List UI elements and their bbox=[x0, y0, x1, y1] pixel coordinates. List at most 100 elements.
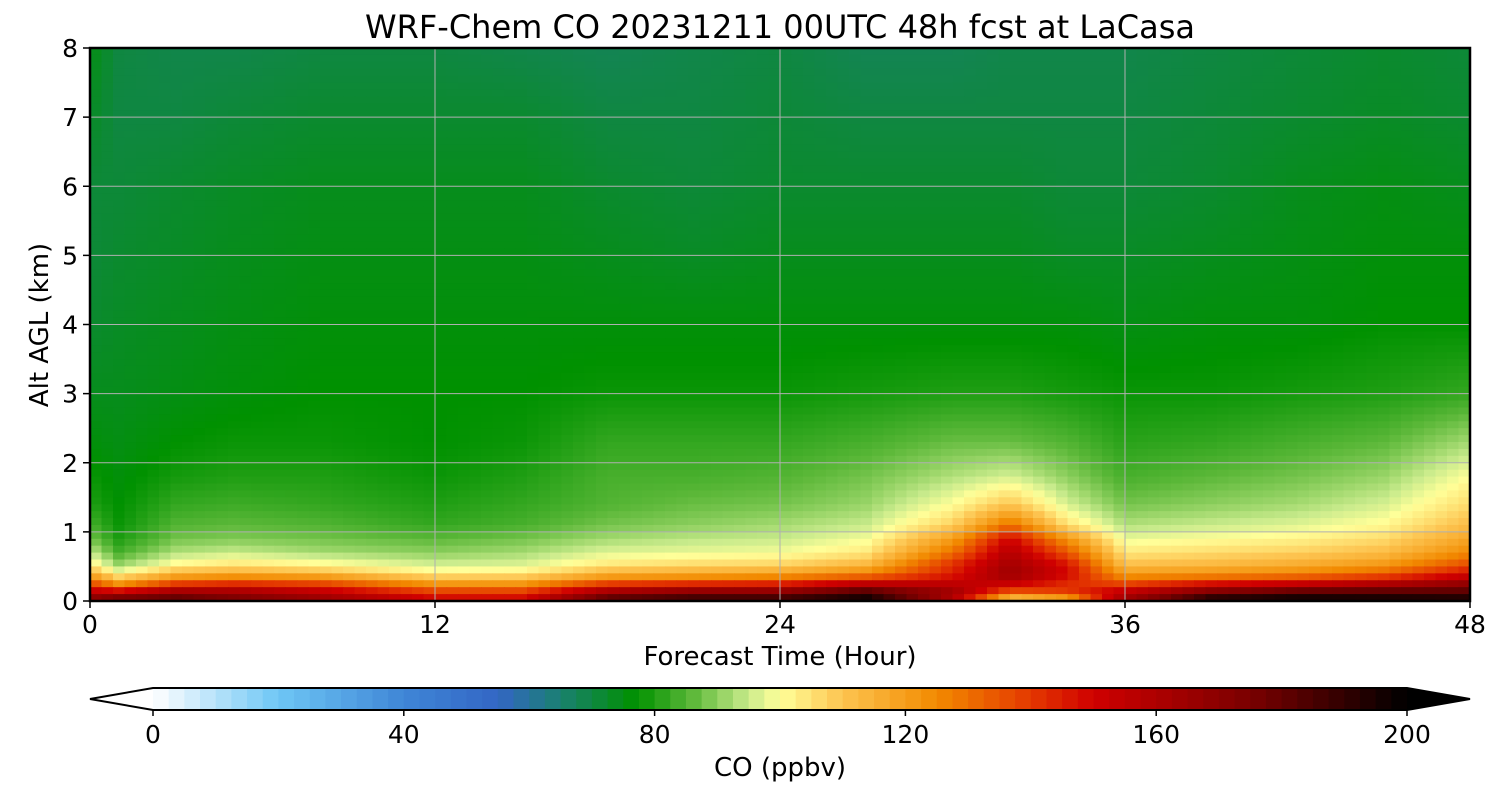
heatmap-cell bbox=[1056, 68, 1069, 77]
heatmap-cell bbox=[906, 283, 919, 291]
heatmap-cell bbox=[515, 200, 528, 208]
heatmap-cell bbox=[285, 89, 298, 97]
heatmap-cell bbox=[665, 296, 678, 305]
heatmap-cell bbox=[1228, 227, 1241, 236]
heatmap-cell bbox=[906, 310, 919, 319]
heatmap-cell bbox=[101, 144, 114, 153]
heatmap-cell bbox=[1320, 103, 1333, 111]
heatmap-cell bbox=[515, 324, 528, 333]
heatmap-cell bbox=[711, 331, 724, 339]
heatmap-cell bbox=[366, 331, 379, 339]
heatmap-cell bbox=[607, 331, 620, 339]
heatmap-cell bbox=[147, 303, 160, 312]
heatmap-cell bbox=[1171, 303, 1184, 312]
heatmap-cell bbox=[1447, 269, 1460, 277]
heatmap-cell bbox=[274, 324, 287, 333]
heatmap-cell bbox=[147, 54, 160, 63]
heatmap-cell bbox=[757, 172, 770, 180]
heatmap-cell bbox=[377, 96, 390, 104]
heatmap-cell bbox=[400, 179, 413, 187]
heatmap-cell bbox=[849, 110, 862, 118]
heatmap-cell bbox=[872, 296, 885, 305]
heatmap-cell bbox=[987, 103, 1000, 111]
heatmap-cell bbox=[1366, 179, 1379, 187]
heatmap-cell bbox=[1090, 241, 1103, 250]
heatmap-cell bbox=[550, 96, 563, 104]
heatmap-cell bbox=[1010, 262, 1023, 270]
heatmap-cell bbox=[745, 276, 758, 284]
heatmap-cell bbox=[1159, 262, 1172, 270]
heatmap-cell bbox=[803, 186, 816, 194]
heatmap-cell bbox=[262, 220, 275, 229]
heatmap-cell bbox=[1010, 124, 1023, 132]
heatmap-cell bbox=[1366, 89, 1379, 97]
heatmap-cell bbox=[1125, 234, 1138, 243]
heatmap-cell bbox=[412, 186, 425, 194]
heatmap-cell bbox=[1412, 269, 1425, 277]
heatmap-cell bbox=[814, 227, 827, 236]
heatmap-cell bbox=[251, 227, 264, 236]
heatmap-cell bbox=[653, 234, 666, 243]
heatmap-cell bbox=[435, 234, 448, 243]
heatmap-cell bbox=[952, 317, 965, 326]
heatmap-cell bbox=[389, 186, 402, 194]
heatmap-cell bbox=[1217, 165, 1230, 174]
heatmap-cell bbox=[1389, 124, 1402, 132]
heatmap-cell bbox=[941, 227, 954, 236]
heatmap-cell bbox=[676, 303, 689, 312]
heatmap-cell bbox=[239, 303, 252, 312]
heatmap-cell bbox=[987, 241, 1000, 250]
heatmap-cell bbox=[1286, 317, 1299, 326]
heatmap-cell bbox=[251, 241, 264, 250]
heatmap-cell bbox=[354, 96, 367, 104]
heatmap-cell bbox=[1228, 186, 1241, 194]
heatmap-cell bbox=[1401, 68, 1414, 77]
heatmap-cell bbox=[101, 89, 114, 97]
heatmap-cell bbox=[1435, 206, 1448, 215]
heatmap-cell bbox=[458, 324, 471, 333]
heatmap-cell bbox=[1125, 68, 1138, 77]
heatmap-cell bbox=[1412, 96, 1425, 104]
heatmap-cell bbox=[987, 220, 1000, 229]
heatmap-cell bbox=[228, 103, 241, 111]
heatmap-cell bbox=[527, 276, 540, 284]
heatmap-cell bbox=[101, 303, 114, 312]
heatmap-cell bbox=[918, 165, 931, 174]
heatmap-cell bbox=[734, 124, 747, 132]
heatmap-cell bbox=[1378, 61, 1391, 70]
heatmap-cell bbox=[941, 289, 954, 298]
heatmap-cell bbox=[1056, 193, 1069, 201]
heatmap-cell bbox=[320, 200, 333, 208]
heatmap-cell bbox=[343, 206, 356, 215]
heatmap-cell bbox=[1125, 75, 1138, 84]
heatmap-cell bbox=[147, 158, 160, 167]
heatmap-cell bbox=[412, 110, 425, 118]
heatmap-cell bbox=[688, 89, 701, 97]
heatmap-cell bbox=[1435, 158, 1448, 167]
heatmap-cell bbox=[159, 89, 172, 97]
heatmap-cell bbox=[803, 283, 816, 291]
heatmap-cell bbox=[561, 206, 574, 215]
heatmap-cell bbox=[1378, 48, 1391, 56]
heatmap-cell bbox=[366, 248, 379, 256]
heatmap-cell bbox=[1355, 110, 1368, 118]
heatmap-cell bbox=[987, 206, 1000, 215]
heatmap-cell bbox=[561, 296, 574, 305]
heatmap-cell bbox=[239, 61, 252, 70]
heatmap-cell bbox=[826, 103, 839, 111]
heatmap-cell bbox=[895, 117, 908, 125]
heatmap-cell bbox=[504, 117, 517, 125]
heatmap-cell bbox=[1056, 186, 1069, 194]
heatmap-cell bbox=[550, 248, 563, 256]
heatmap-cell bbox=[757, 289, 770, 298]
heatmap-cell bbox=[320, 103, 333, 111]
heatmap-cell bbox=[389, 103, 402, 111]
heatmap-cell bbox=[1113, 255, 1126, 263]
heatmap-cell bbox=[320, 296, 333, 305]
heatmap-cell bbox=[584, 61, 597, 70]
heatmap-cell bbox=[607, 200, 620, 208]
heatmap-cell bbox=[228, 96, 241, 104]
heatmap-cell bbox=[561, 130, 574, 139]
heatmap-cell bbox=[1125, 151, 1138, 160]
heatmap-cell bbox=[964, 82, 977, 91]
